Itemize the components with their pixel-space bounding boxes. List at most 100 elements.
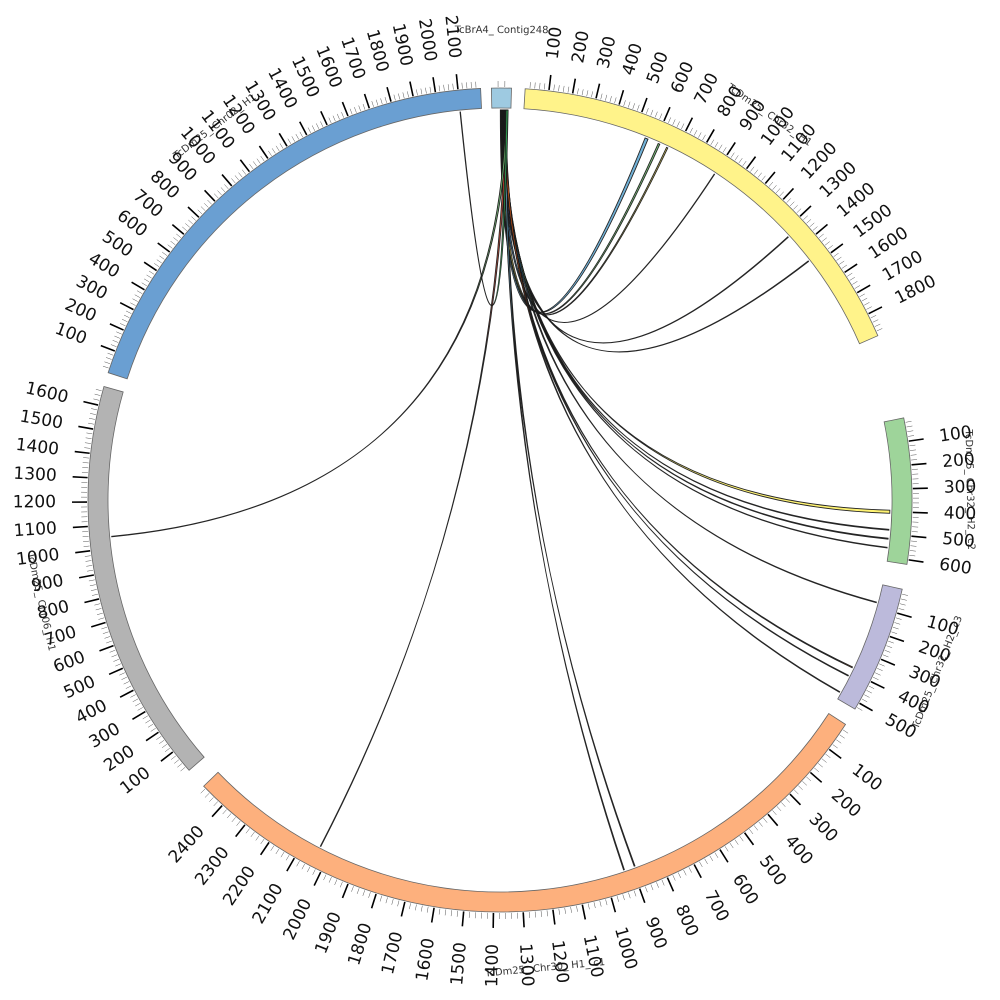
minor-tick: [415, 904, 417, 911]
minor-tick: [681, 123, 685, 130]
tick-label: 800: [671, 902, 702, 940]
minor-tick: [864, 694, 870, 698]
minor-tick: [334, 879, 338, 886]
minor-tick: [328, 117, 332, 124]
minor-tick: [398, 93, 401, 100]
minor-tick: [710, 139, 715, 145]
minor-tick: [323, 874, 327, 881]
minor-tick: [637, 104, 640, 111]
major-tick: [522, 912, 525, 928]
minor-tick: [220, 187, 226, 193]
tick-label: 100: [848, 760, 886, 796]
minor-tick: [397, 900, 400, 907]
minor-tick: [909, 554, 916, 557]
link-10: [503, 109, 877, 604]
minor-tick: [402, 92, 405, 99]
minor-tick: [616, 895, 619, 902]
minor-tick: [351, 886, 354, 892]
minor-tick: [156, 259, 162, 264]
link-6: [501, 109, 891, 514]
major-tick: [132, 710, 146, 720]
minor-tick: [540, 910, 542, 917]
minor-tick: [841, 264, 848, 269]
minor-tick: [121, 676, 128, 680]
minor-tick: [718, 144, 723, 150]
chromosome-name-tcdm25-chr32-h2-c2: TcDm25_ Chr32_ H2_ c2: [963, 428, 977, 550]
minor-tick: [191, 216, 197, 221]
chromosome-tcdm25-chr02-h1: [107, 88, 482, 380]
minor-tick: [260, 155, 265, 162]
minor-tick: [104, 361, 111, 365]
minor-tick: [908, 435, 915, 437]
minor-tick: [812, 226, 818, 231]
minor-tick: [628, 892, 631, 899]
link-16: [319, 109, 508, 848]
minor-tick: [672, 119, 676, 125]
minor-tick: [789, 201, 795, 207]
minor-tick: [83, 457, 90, 459]
minor-tick: [562, 85, 565, 92]
major-tick: [99, 644, 114, 652]
minor-tick: [116, 331, 122, 335]
minor-tick: [564, 907, 566, 914]
minor-tick: [836, 256, 842, 261]
major-tick: [203, 189, 216, 202]
minor-tick: [88, 579, 95, 582]
minor-tick: [775, 188, 781, 194]
minor-tick: [105, 357, 112, 360]
minor-tick: [693, 130, 698, 136]
minor-tick: [84, 447, 91, 449]
major-tick: [72, 476, 88, 479]
minor-tick: [132, 298, 138, 302]
tick-label: 1200: [547, 939, 572, 984]
major-tick: [108, 667, 124, 676]
links-layer: [111, 109, 891, 871]
minor-tick: [876, 328, 883, 332]
minor-tick: [224, 184, 229, 190]
tick-label: 2200: [219, 862, 260, 909]
minor-tick: [836, 739, 842, 744]
tick-label: 500: [882, 710, 920, 743]
minor-tick: [227, 813, 232, 819]
major-tick: [430, 907, 435, 923]
minor-tick: [738, 158, 743, 164]
major-tick: [809, 771, 823, 783]
minor-tick: [909, 444, 916, 447]
minor-tick: [839, 734, 845, 739]
major-tick: [160, 751, 174, 762]
major-tick: [259, 841, 270, 856]
minor-tick: [450, 910, 453, 917]
minor-tick: [356, 888, 360, 894]
minor-tick: [699, 861, 703, 868]
minor-tick: [119, 323, 126, 327]
minor-tick: [119, 672, 125, 676]
minor-tick: [902, 593, 909, 596]
minor-tick: [892, 626, 899, 630]
minor-tick: [772, 810, 777, 816]
major-tick: [782, 187, 795, 200]
tick-label: 500: [643, 49, 673, 86]
major-tick: [552, 909, 556, 925]
minor-tick: [236, 820, 241, 826]
major-tick: [595, 83, 601, 99]
minor-tick: [96, 612, 103, 615]
major-tick: [211, 805, 223, 818]
minor-tick: [558, 85, 560, 92]
chromosome-tcbra4-contig248: [490, 87, 512, 109]
minor-tick: [645, 886, 648, 893]
minor-tick: [544, 83, 546, 90]
minor-tick: [349, 108, 353, 115]
minor-tick: [154, 263, 160, 267]
minor-tick: [238, 172, 243, 178]
minor-tick: [866, 690, 872, 694]
minor-tick: [328, 876, 332, 883]
minor-tick: [83, 545, 90, 547]
minor-tick: [182, 226, 187, 231]
major-tick: [400, 901, 406, 917]
minor-tick: [776, 806, 782, 812]
minor-tick: [742, 160, 747, 167]
major-tick: [548, 74, 552, 91]
minor-tick: [391, 898, 394, 905]
minor-tick: [256, 158, 261, 164]
major-tick: [363, 93, 371, 109]
